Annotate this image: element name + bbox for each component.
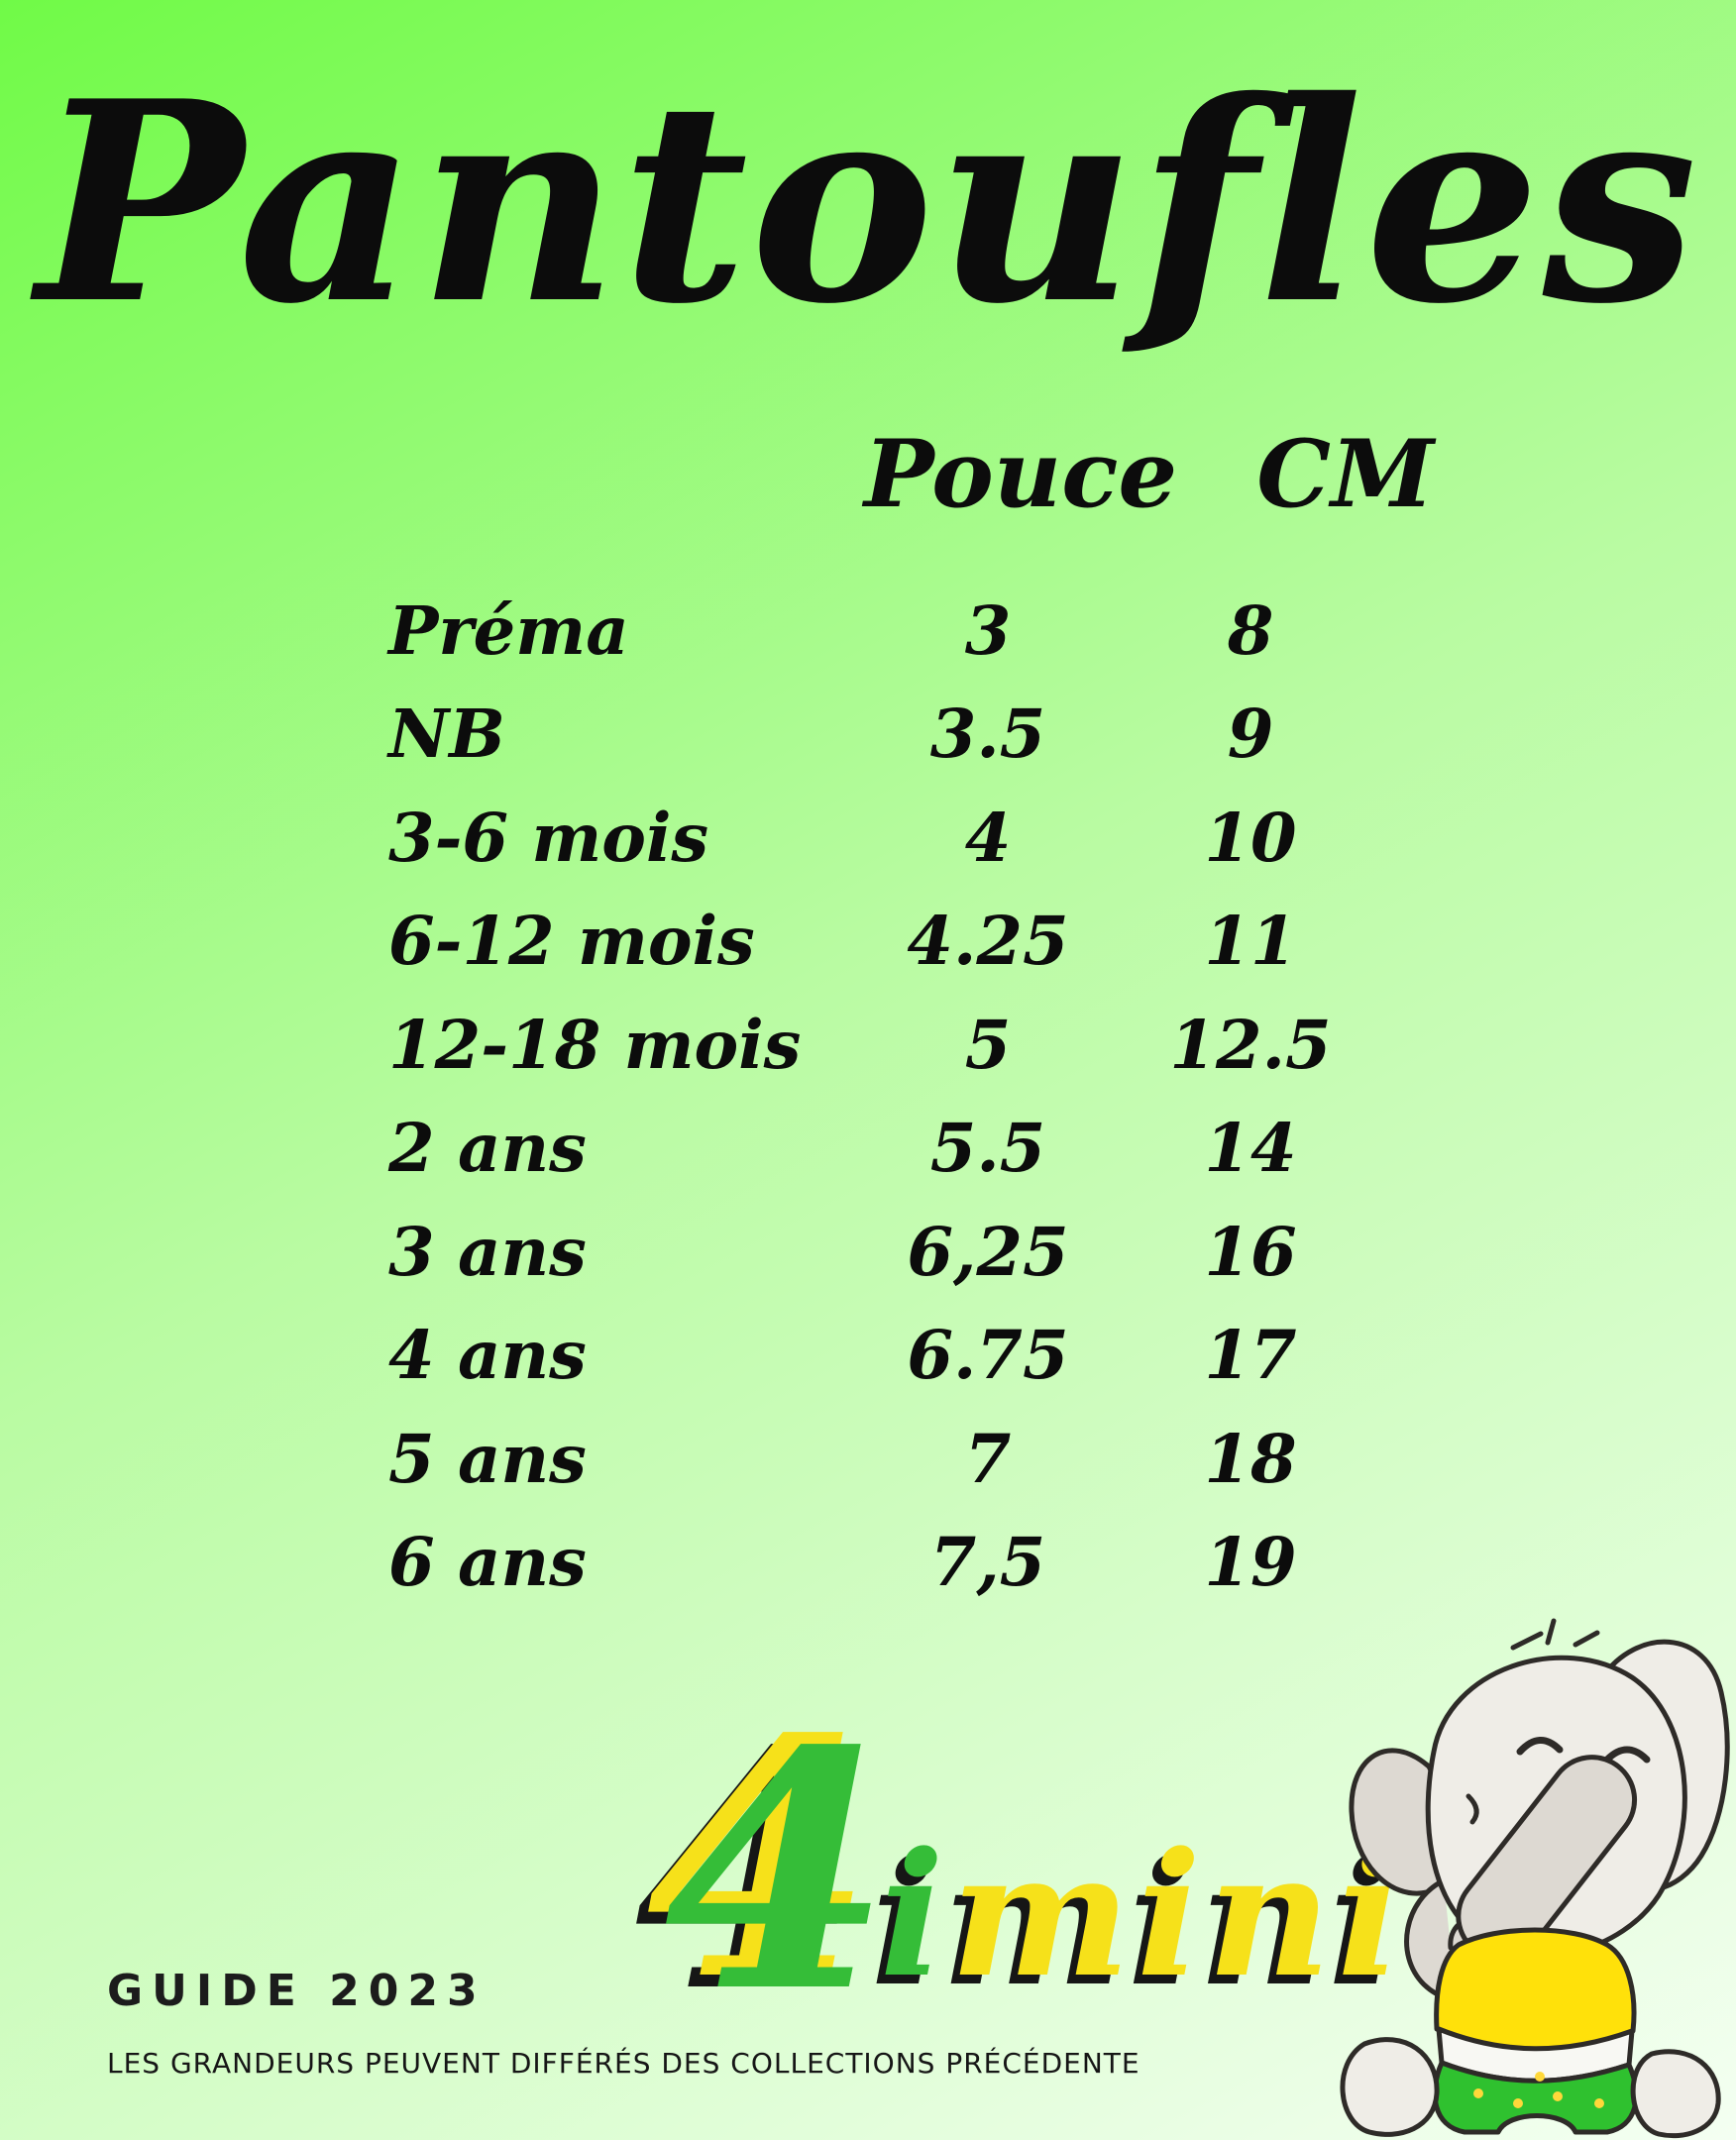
cm-value: 17 <box>1204 1316 1297 1395</box>
logo-letter: n <box>1207 1814 1338 2015</box>
cm-value: 8 <box>1227 590 1274 670</box>
size-label: 5 ans <box>388 1419 587 1498</box>
pouce-value: 4 <box>964 798 1012 877</box>
cm-value: 19 <box>1204 1523 1297 1602</box>
guide-year: GUIDE 2023 <box>107 1966 487 2016</box>
elephant-mascot <box>1340 1618 1730 2139</box>
table-row: Préma 3 8 <box>388 579 1528 683</box>
size-table: Préma 3 8 NB 3.5 9 3-6 mois 4 10 6-12 mo… <box>388 579 1528 1614</box>
cm-value: 12.5 <box>1169 1005 1332 1084</box>
logo-numeral: 4 4 <box>646 1696 892 2035</box>
size-label: 12-18 mois <box>388 1005 802 1084</box>
table-row: 4 ans 6.75 17 <box>388 1304 1528 1408</box>
pouce-value: 4.25 <box>907 902 1069 981</box>
pouce-value: 5.5 <box>929 1109 1046 1188</box>
table-row: 12-18 mois 5 12.5 <box>388 993 1528 1097</box>
logo-letters: imini <box>880 1830 1408 2000</box>
cm-value: 14 <box>1204 1109 1297 1188</box>
table-row: 6 ans 7,5 19 <box>388 1511 1528 1615</box>
logo-numeral-front: 4 <box>664 1679 898 2064</box>
size-label: 4 ans <box>388 1316 587 1395</box>
cm-value: 10 <box>1204 798 1297 877</box>
table-row: 3-6 mois 4 10 <box>388 786 1528 890</box>
logo-letter: i <box>1136 1814 1208 2015</box>
pouce-value: 3 <box>964 590 1012 670</box>
table-row: 2 ans 5.5 14 <box>388 1097 1528 1201</box>
logo-letter: i <box>879 1814 950 2015</box>
table-row: NB 3.5 9 <box>388 683 1528 787</box>
size-label: 3-6 mois <box>388 798 709 877</box>
cm-value: 9 <box>1227 695 1274 774</box>
page-title: Pantoufles <box>36 41 1700 365</box>
size-label: 3 ans <box>388 1212 587 1291</box>
pouce-value: 7 <box>964 1419 1012 1498</box>
size-label: 6 ans <box>388 1523 587 1602</box>
pouce-value: 7,5 <box>929 1523 1046 1602</box>
cm-value: 16 <box>1204 1212 1297 1291</box>
cm-value: 11 <box>1204 902 1297 981</box>
pouce-value: 5 <box>964 1005 1012 1084</box>
size-label: 2 ans <box>388 1109 587 1188</box>
elephant-shirt <box>1434 1927 1637 2053</box>
elephant-shorts <box>1432 2060 1639 2135</box>
table-row: 5 ans 7 18 <box>388 1407 1528 1511</box>
size-label: NB <box>388 695 505 774</box>
column-header-cm: CM <box>1256 420 1435 529</box>
logo-numeral-back: 4 <box>646 1667 880 2052</box>
pouce-value: 6,25 <box>907 1212 1069 1291</box>
table-row: 6-12 mois 4.25 11 <box>388 890 1528 994</box>
column-header-pouce: Pouce <box>864 420 1178 529</box>
table-header: Pouce CM <box>864 420 1435 529</box>
cm-value: 18 <box>1204 1419 1297 1498</box>
table-row: 3 ans 6,25 16 <box>388 1200 1528 1304</box>
brand-logo: 4 4 imini <box>646 1696 1408 2035</box>
elephant-foot-right <box>1630 2049 1721 2139</box>
elephant-foot-left <box>1340 2037 1440 2137</box>
pouce-value: 3.5 <box>929 695 1046 774</box>
disclaimer-text: LES GRANDEURS PEUVENT DIFFÉRÉS DES COLLE… <box>107 2047 1140 2080</box>
size-label: Préma <box>388 590 629 670</box>
pouce-value: 6.75 <box>907 1316 1069 1395</box>
logo-letter: m <box>949 1814 1137 2015</box>
size-label: 6-12 mois <box>388 902 755 981</box>
